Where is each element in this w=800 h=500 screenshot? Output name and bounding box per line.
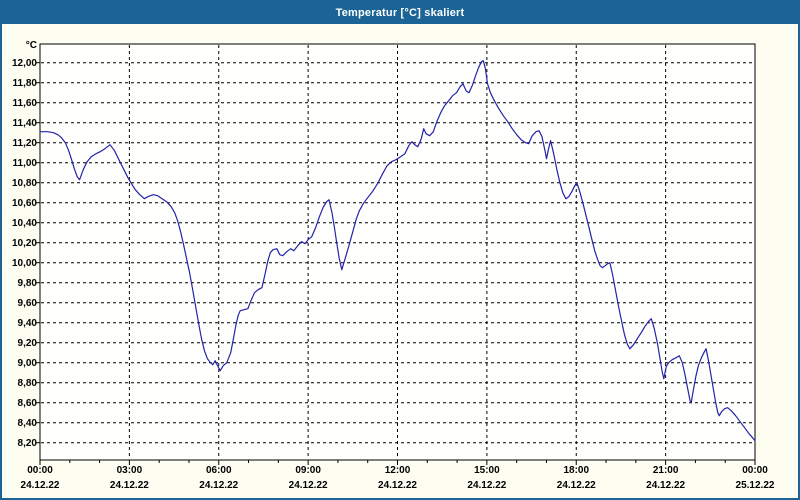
x-tick-date-label: 24.12.22 xyxy=(289,480,328,491)
y-tick-label: 8,20 xyxy=(18,438,38,449)
y-tick-label: 10,40 xyxy=(12,218,37,229)
y-axis-unit-label: °C xyxy=(26,40,37,51)
x-tick-time-label: 06:00 xyxy=(206,465,232,476)
x-tick-date-label: 24.12.22 xyxy=(557,480,596,491)
x-tick-time-label: 18:00 xyxy=(563,465,589,476)
y-tick-label: 11,80 xyxy=(13,78,38,89)
y-tick-label: 8,80 xyxy=(18,378,38,389)
x-tick-time-label: 09:00 xyxy=(295,465,321,476)
chart-area: °C 12,00 11,80 11,60 11,40 11,20 11,00 10,80 10,… xyxy=(2,24,798,498)
x-tick-time-label: 15:00 xyxy=(474,465,500,476)
y-tick-label: 9,00 xyxy=(18,358,38,369)
x-tick-date-label: 25.12.22 xyxy=(736,480,775,491)
y-tick-label: 9,80 xyxy=(18,278,38,289)
y-tick-label: 10,00 xyxy=(12,258,37,269)
window-title: Temperatur [°C] skaliert xyxy=(335,7,465,19)
y-tick-label: 8,40 xyxy=(18,418,38,429)
x-tick-time-label: 03:00 xyxy=(117,465,143,476)
y-tick-label: 8,60 xyxy=(18,398,38,409)
y-tick-label: 11,00 xyxy=(13,158,38,169)
y-tick-label: 9,40 xyxy=(18,318,38,329)
y-tick-label: 9,60 xyxy=(18,298,38,309)
temperature-series-line xyxy=(39,60,756,442)
temperature-chart: °C 12,00 11,80 11,60 11,40 11,20 11,00 10,80 10,… xyxy=(12,40,775,491)
y-tick-label: 10,80 xyxy=(12,178,37,189)
x-tick-date-label: 24.12.22 xyxy=(21,480,60,491)
x-tick-date-label: 24.12.22 xyxy=(199,480,238,491)
window-titlebar: Temperatur [°C] skaliert xyxy=(2,2,798,24)
x-tick-time-label: 21:00 xyxy=(653,465,679,476)
x-tick-time-label: 00:00 xyxy=(27,465,53,476)
x-tick-date-label: 24.12.22 xyxy=(646,480,685,491)
x-tick-date-label: 24.12.22 xyxy=(378,480,417,491)
y-tick-label: 10,60 xyxy=(12,198,37,209)
x-tick-date-label: 24.12.22 xyxy=(467,480,506,491)
y-tick-label: 9,20 xyxy=(18,338,38,349)
x-tick-date-label: 24.12.22 xyxy=(110,480,149,491)
y-tick-label: 11,60 xyxy=(13,98,38,109)
y-tick-label: 12,00 xyxy=(12,58,37,69)
x-tick-time-label: 12:00 xyxy=(385,465,411,476)
y-tick-label: 10,20 xyxy=(12,238,37,249)
plot-border xyxy=(39,43,756,461)
x-tick-time-label: 00:00 xyxy=(742,465,768,476)
y-tick-label: 11,20 xyxy=(13,138,38,149)
y-tick-label: 11,40 xyxy=(13,118,38,129)
